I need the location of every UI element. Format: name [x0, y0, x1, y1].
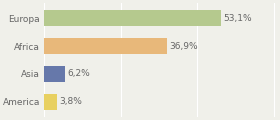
Bar — [44, 38, 167, 54]
Bar — [44, 66, 65, 82]
Bar — [44, 94, 57, 110]
Text: 6,2%: 6,2% — [67, 69, 90, 78]
Bar — [44, 10, 221, 26]
Text: 53,1%: 53,1% — [224, 14, 252, 23]
Text: 3,8%: 3,8% — [60, 97, 83, 106]
Text: 36,9%: 36,9% — [170, 42, 198, 51]
